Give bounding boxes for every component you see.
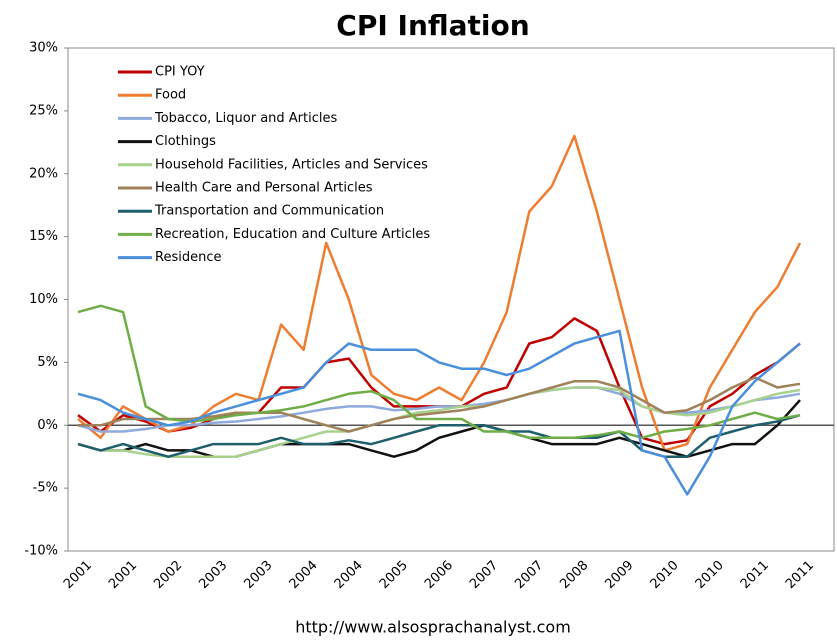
x-tick-label: 2006 — [422, 558, 456, 592]
x-tick-label: 2011 — [738, 558, 772, 592]
legend-label: CPI YOY — [155, 65, 205, 80]
legend-label: Household Facilities, Articles and Servi… — [155, 157, 428, 172]
x-tick-label: 2009 — [602, 558, 636, 592]
y-tick-label: -5% — [33, 481, 58, 496]
chart-title: CPI Inflation — [336, 9, 529, 42]
y-tick-label: 20% — [29, 166, 58, 181]
x-tick-label: 2007 — [467, 558, 501, 592]
y-tick-label: 25% — [29, 103, 58, 118]
x-tick-label: 2005 — [377, 558, 411, 592]
series-line — [77, 399, 801, 458]
footer: http://www.alsosprachanalyst.com — [295, 618, 571, 637]
legend-label: Health Care and Personal Articles — [155, 181, 373, 196]
y-tick-label: -10% — [24, 544, 58, 559]
series-line — [77, 386, 801, 433]
x-tick-label: 2008 — [557, 558, 591, 592]
y-tick-label: 10% — [29, 292, 58, 307]
y-tick-label: 30% — [29, 41, 58, 56]
x-tick-label: 2004 — [287, 558, 321, 592]
legend-label: Clothings — [155, 134, 216, 149]
series-line — [77, 304, 801, 440]
x-tick-label: 2001 — [106, 558, 140, 592]
series-line — [77, 329, 801, 496]
x-tick-label: 2001 — [61, 558, 95, 592]
series-line — [77, 413, 801, 458]
x-tick-label: 2002 — [151, 558, 185, 592]
x-tick-label: 2010 — [693, 558, 727, 592]
x-tick-label: 2007 — [512, 558, 546, 592]
legend-label: Transportation and Communication — [154, 204, 384, 219]
y-tick-label: 5% — [37, 355, 58, 370]
x-tick-label: 2003 — [196, 558, 230, 592]
series-line — [77, 386, 801, 458]
x-tick-label: 2004 — [332, 558, 366, 592]
x-tick-label: 2010 — [648, 558, 682, 592]
x-tick-label: 2011 — [783, 558, 817, 592]
legend-label: Food — [155, 88, 186, 103]
x-tick-label: 2003 — [241, 558, 275, 592]
y-tick-label: 0% — [37, 418, 58, 433]
legend-label: Residence — [155, 250, 221, 265]
legend-label: Tobacco, Liquor and Articles — [154, 111, 337, 126]
legend-label: Recreation, Education and Culture Articl… — [155, 227, 430, 242]
y-tick-label: 15% — [29, 229, 58, 244]
